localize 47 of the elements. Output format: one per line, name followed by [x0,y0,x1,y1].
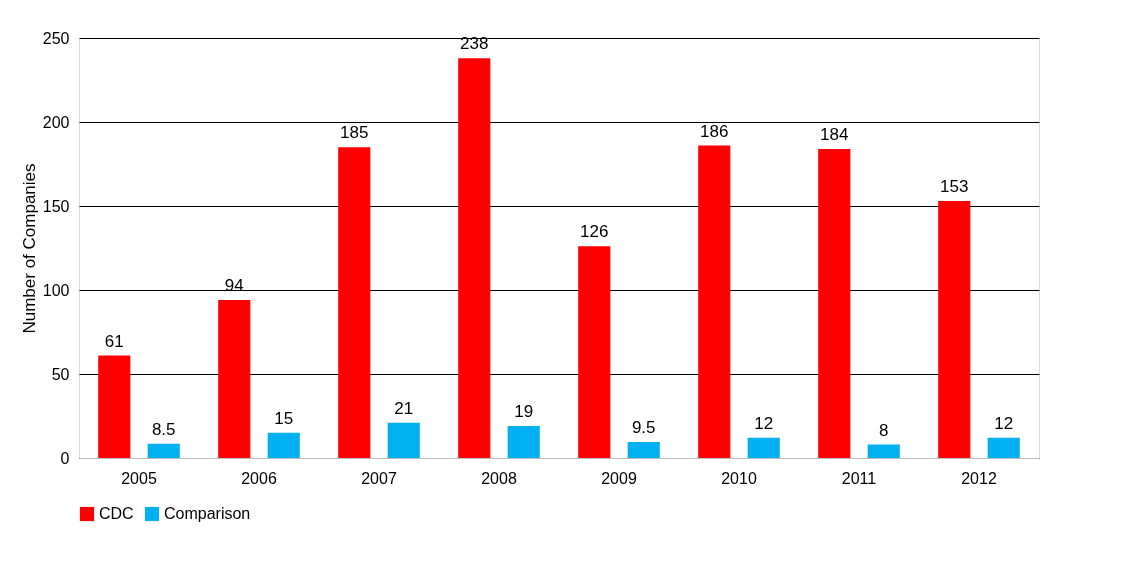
y-tick-label: 0 [60,449,70,467]
x-tick-label: 2011 [841,469,877,487]
y-axis-title: Number of Companies [19,163,39,334]
bar [938,200,971,458]
bar [747,437,780,458]
y-tick-label: 250 [42,29,70,47]
data-label: 184 [820,124,849,144]
data-label: 12 [754,413,774,433]
data-label: 186 [700,121,729,141]
bar [698,145,731,458]
x-tick-label: 2007 [361,469,397,487]
bar [387,422,420,458]
y-tick-label: 50 [51,365,70,383]
bar [818,148,851,458]
bar [147,443,180,458]
bar [867,444,900,458]
data-label: 8 [878,420,889,440]
bar [987,437,1020,458]
data-label: 12 [994,413,1014,433]
bar [507,426,540,458]
bar [627,442,660,458]
y-tick-label: 200 [42,113,70,131]
data-label: 126 [580,222,609,242]
data-label: 185 [340,123,369,143]
legend-label: Comparison [164,505,251,522]
data-label: 61 [104,331,124,351]
x-tick-label: 2005 [121,469,157,487]
x-tick-label: 2006 [241,469,277,487]
data-label: 153 [940,176,969,196]
bar [267,432,300,458]
y-tick-label: 150 [42,197,70,215]
data-label: 15 [274,408,294,428]
bar [98,355,131,458]
bar [458,58,491,458]
y-tick-label: 100 [42,281,70,299]
x-tick-label: 2008 [481,469,517,487]
data-label: 9.5 [631,418,656,438]
x-tick-label: 2009 [601,469,637,487]
bar [578,246,611,458]
data-label: 19 [514,402,534,422]
data-label: 8.5 [151,419,176,439]
bar [218,300,251,458]
x-tick-label: 2012 [961,469,997,487]
bar [338,147,371,458]
data-label: 21 [394,398,414,418]
legend-label: CDC [99,505,134,522]
x-tick-label: 2010 [721,469,757,487]
